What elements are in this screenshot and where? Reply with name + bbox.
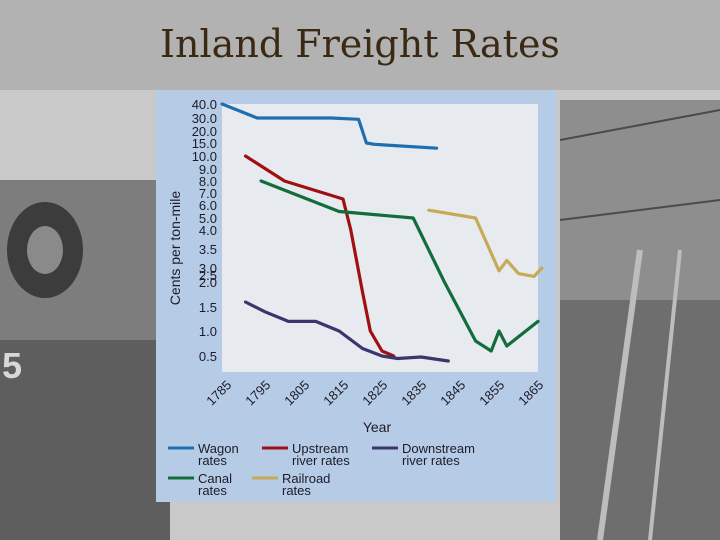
y-tick-label: 6.0 <box>199 198 217 213</box>
y-tick-label: 8.0 <box>199 174 217 189</box>
x-tick-label: 1855 <box>476 377 507 408</box>
svg-text:5: 5 <box>2 345 22 386</box>
y-tick-label: 1.0 <box>199 324 217 339</box>
legend-label: Railroad <box>282 471 330 486</box>
legend-label: river rates <box>402 453 460 468</box>
y-tick-label: 5.0 <box>199 211 217 226</box>
x-tick-label: 1825 <box>359 377 390 408</box>
slide-title: Inland Freight Rates <box>160 22 560 66</box>
y-tick-label: 2.0 <box>199 275 217 290</box>
x-tick-label: 1845 <box>437 377 468 408</box>
y-tick-label: 15.0 <box>192 136 217 151</box>
y-tick-label: 3.5 <box>199 242 217 257</box>
y-tick-label: 3.0 <box>199 261 217 276</box>
legend-label: rates <box>198 483 227 498</box>
y-tick-label: 4.0 <box>199 223 217 238</box>
series-line <box>427 208 544 278</box>
legend-label: Upstream <box>292 441 348 456</box>
y-tick-label: 20.0 <box>192 124 217 139</box>
legend-label: Canal <box>198 471 232 486</box>
legend-label: rates <box>282 483 311 498</box>
x-tick-label: 1815 <box>320 377 351 408</box>
y-tick-label: 2.5 <box>199 268 217 283</box>
legend-label: Wagon <box>198 441 239 456</box>
series-line <box>243 154 396 358</box>
y-tick-label: 9.0 <box>199 162 217 177</box>
y-tick-label: 7.0 <box>199 186 217 201</box>
x-axis-title: Year <box>363 419 392 435</box>
series-line <box>243 300 450 363</box>
series-line <box>259 179 540 353</box>
y-axis-title: Cents per ton-mile <box>167 191 183 306</box>
x-tick-label: 1795 <box>242 377 273 408</box>
legend-label: rates <box>198 453 227 468</box>
series-line <box>220 102 439 150</box>
y-tick-label: 30.0 <box>192 111 217 126</box>
x-tick-label: 1835 <box>398 377 429 408</box>
y-tick-label: 1.5 <box>199 300 217 315</box>
y-tick-label: 40.0 <box>192 97 217 112</box>
x-tick-label: 1805 <box>281 377 312 408</box>
y-tick-label: 0.5 <box>199 349 217 364</box>
legend-label: Downstream <box>402 441 475 456</box>
x-tick-label: 1785 <box>203 377 234 408</box>
legend-label: river rates <box>292 453 350 468</box>
x-tick-label: 1865 <box>515 377 546 408</box>
y-tick-label: 10.0 <box>192 149 217 164</box>
